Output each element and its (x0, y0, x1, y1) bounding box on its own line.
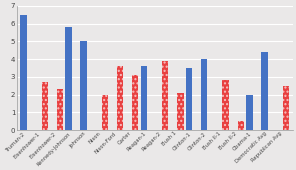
Bar (201, 59, 207, 130)
Bar (57, 89, 63, 130)
Bar (261, 52, 268, 130)
Bar (117, 66, 123, 130)
Bar (81, 41, 87, 130)
Bar (186, 68, 192, 130)
Bar (141, 66, 147, 130)
Bar (283, 86, 289, 130)
Bar (246, 95, 252, 130)
Bar (162, 61, 168, 130)
Bar (177, 93, 184, 130)
Bar (20, 15, 27, 130)
Bar (41, 82, 48, 130)
Bar (102, 95, 108, 130)
Bar (132, 75, 138, 130)
Bar (65, 27, 72, 130)
Bar (222, 80, 229, 130)
Bar (237, 121, 244, 130)
